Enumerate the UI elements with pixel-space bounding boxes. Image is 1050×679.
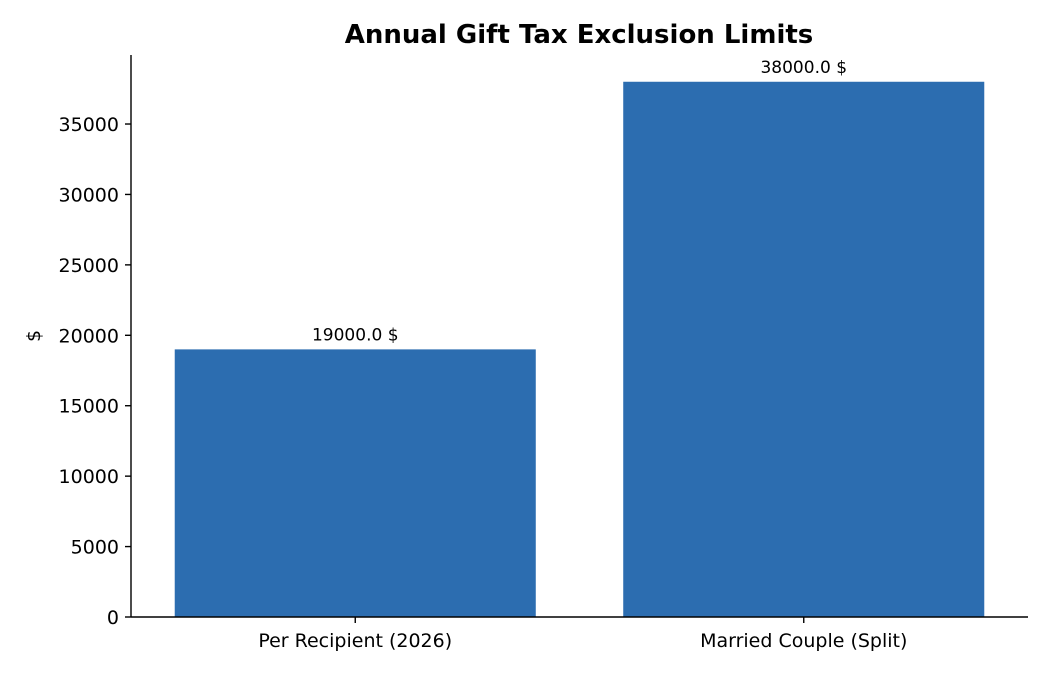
bar [174,349,536,617]
y-tick-label: 30000 [59,184,119,206]
x-tick-label: Per Recipient (2026) [258,630,452,652]
bar-data-label: 19000.0 $ [312,325,399,345]
y-tick-label: 35000 [59,114,119,136]
x-tick-label: Married Couple (Split) [700,630,907,652]
chart-title: Annual Gift Tax Exclusion Limits [345,20,814,50]
bars-group: 19000.0 $ 38000.0 $ [174,58,985,617]
y-axis-ticks: 0 5000 10000 15000 20000 25000 30000 35000 [59,114,131,629]
bar-data-label: 38000.0 $ [760,58,847,78]
y-tick-label: 10000 [59,466,119,488]
y-tick-label: 0 [107,607,119,629]
x-axis-ticks: Per Recipient (2026) Married Couple (Spli… [258,617,907,652]
bar [623,81,985,617]
y-tick-label: 25000 [59,255,119,277]
y-tick-label: 15000 [59,396,119,418]
y-axis-label: $ [23,330,45,342]
y-tick-label: 20000 [59,325,119,347]
y-tick-label: 5000 [71,537,119,559]
